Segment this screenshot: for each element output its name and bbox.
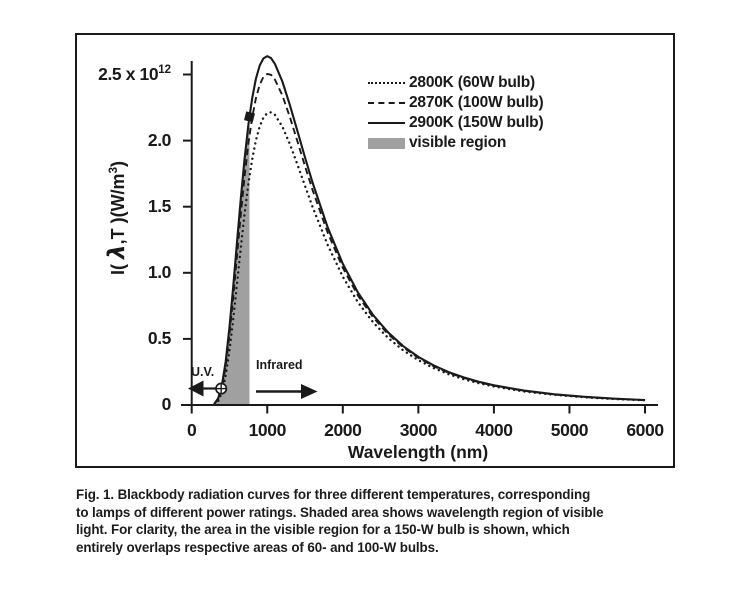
uv-label: U.V. (191, 365, 215, 379)
x-tick-label: 6000 (626, 420, 664, 440)
x-tick-label: 3000 (399, 420, 438, 440)
legend-item: 2900K (150W bulb) (368, 113, 544, 133)
ir-arrow-head (301, 384, 318, 399)
y-tick-label: 0.5 (147, 327, 172, 348)
x-tick-label: 5000 (550, 420, 589, 440)
legend-item: 2870K (100W bulb) (368, 93, 544, 113)
uv-arrow-head (188, 380, 204, 397)
series-2870K-curve (213, 73, 646, 405)
visible-region-fill (214, 116, 250, 405)
y-axis-title-text: I( λ,T )(W/m3) (104, 161, 130, 275)
chart-canvas (181, 55, 658, 414)
x-tick-label: 4000 (475, 420, 513, 440)
legend-label: 2800K (60W bulb) (409, 73, 535, 91)
y-tick-label: 2.5 x 1012 (98, 63, 171, 84)
legend-key-dashed (368, 101, 405, 104)
x-tick-label: 0 (187, 420, 197, 440)
chart-frame: I( λ,T )(W/m3) Wavelength (nm) 0 1000 2000… (75, 33, 675, 468)
x-tick-label: 2000 (324, 420, 362, 440)
legend-key-dotted (368, 81, 405, 84)
ir-boundary-marker (244, 111, 255, 123)
legend-item: visible region (368, 133, 506, 153)
legend-key-filled (368, 137, 405, 149)
y-tick-label: 0 (161, 394, 172, 414)
lambda-symbol: λ (104, 244, 130, 259)
infrared-label: Infrared (256, 358, 303, 372)
y-tick-label: 1.5 (147, 195, 172, 216)
legend-key-solid (368, 122, 405, 125)
figure-caption: Fig. 1. Blackbody radiation curves for t… (76, 487, 604, 555)
series-2900K-curve (213, 55, 646, 405)
legend-label: 2900K (150W bulb) (409, 114, 544, 132)
x-axis-title: Wavelength (nm) (347, 442, 489, 462)
legend-item: 2800K (60W bulb) (368, 73, 535, 93)
legend-label: visible region (409, 134, 507, 152)
legend-label: 2870K (100W bulb) (409, 93, 544, 111)
x-tick-label: 1000 (248, 420, 287, 440)
y-tick-label: 2.0 (147, 129, 172, 150)
y-tick-label: 1.0 (147, 261, 172, 282)
